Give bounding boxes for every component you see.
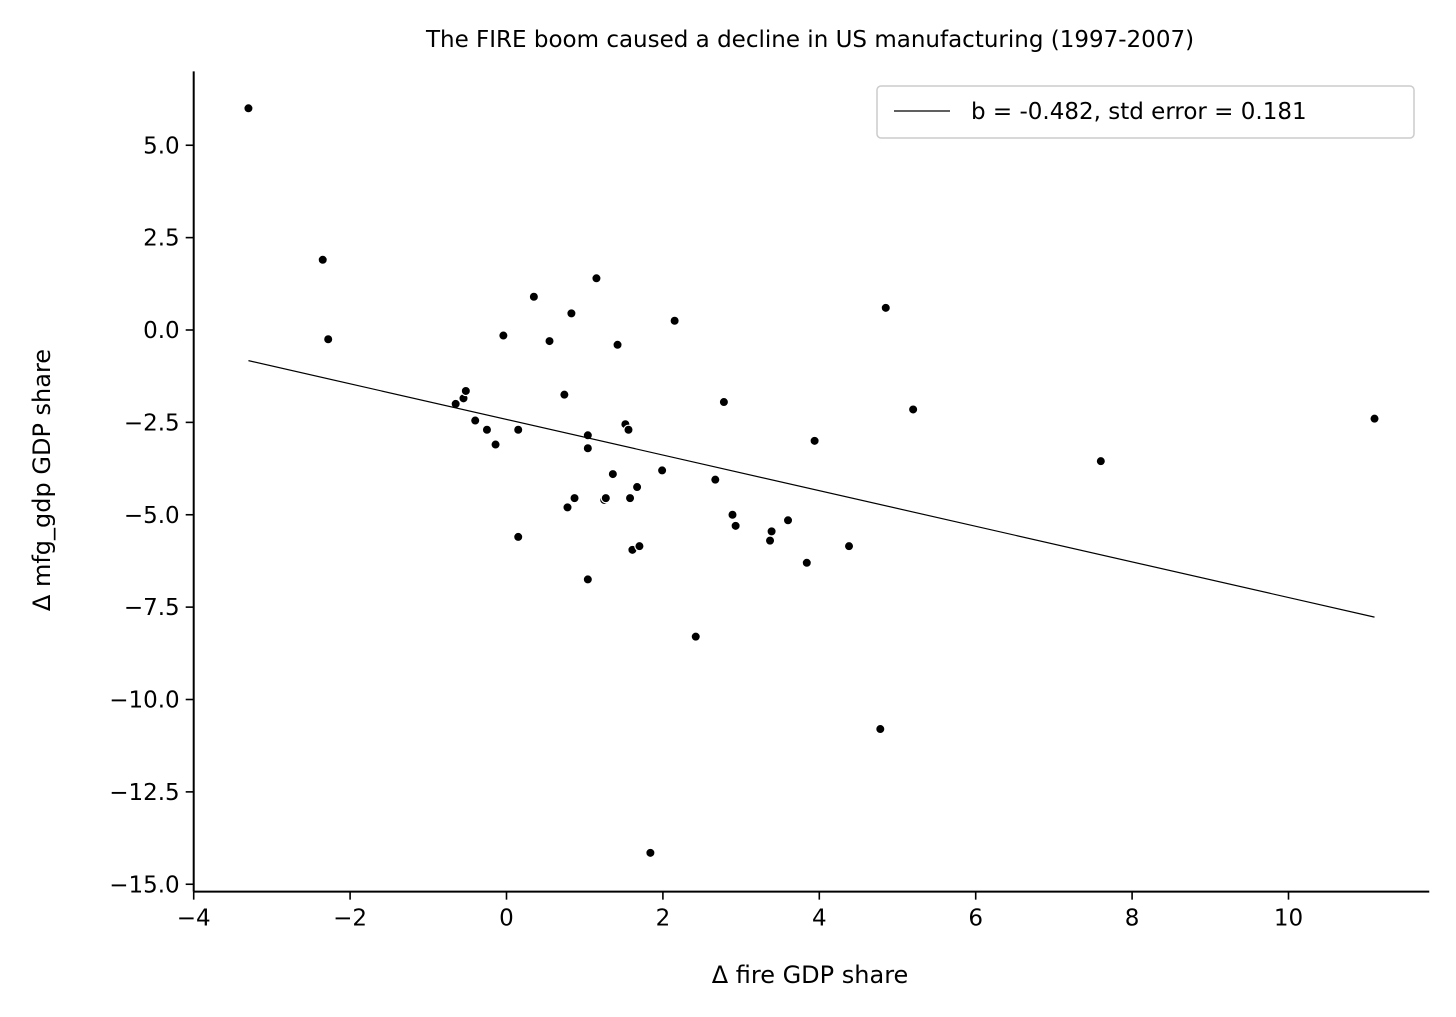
scatter-point <box>323 334 334 345</box>
x-tick-label: 10 <box>1274 906 1303 932</box>
scatter-point <box>710 474 721 485</box>
y-tick-label: −10.0 <box>109 688 179 714</box>
scatter-point <box>559 389 570 400</box>
y-tick-label: 0.0 <box>143 318 180 344</box>
y-tick-label: −7.5 <box>124 595 180 621</box>
scatter-point <box>600 492 612 504</box>
scatter-point <box>470 415 481 426</box>
scatter-point <box>566 308 577 319</box>
data-points <box>243 103 1380 859</box>
scatter-point <box>782 515 794 526</box>
x-tick-label: 4 <box>812 906 827 932</box>
scatter-point <box>624 492 636 504</box>
scatter-point <box>591 273 602 284</box>
regression-line <box>248 360 1375 618</box>
scatter-point <box>582 443 594 454</box>
scatter-point <box>460 385 472 397</box>
scatter-point <box>801 557 812 568</box>
x-tick-label: 0 <box>499 906 514 932</box>
scatter-point <box>730 520 741 532</box>
scatter-point <box>562 502 573 513</box>
scatter-point <box>623 424 634 435</box>
scatter-point <box>718 396 730 408</box>
scatter-point <box>880 302 891 314</box>
scatter-point <box>907 404 919 415</box>
y-tick-label: −5.0 <box>124 503 180 529</box>
scatter-point <box>1369 413 1380 424</box>
legend: b = -0.482, std error = 0.181 <box>876 85 1415 139</box>
scatter-point <box>582 574 594 585</box>
scatter-point <box>690 631 701 642</box>
scatter-point <box>764 535 776 546</box>
scatter-point <box>766 526 777 537</box>
x-tick-label: −2 <box>333 906 367 932</box>
scatter-point <box>631 481 643 493</box>
axes <box>192 71 1430 893</box>
scatter-point <box>450 398 461 410</box>
y-tick-label: −2.5 <box>124 410 180 436</box>
scatter-point <box>612 339 623 350</box>
scatter-point <box>490 439 501 450</box>
y-tick-label: 5.0 <box>143 133 180 159</box>
x-tick-label: 8 <box>1125 906 1140 932</box>
legend-frame <box>876 85 1415 139</box>
scatter-point <box>727 509 738 520</box>
y-axis-ticks: 5.0 2.5 0.0 −2.5 −5.0 −7.5 −10.0 −12.5 −15.0 <box>109 133 194 898</box>
scatter-point <box>498 330 509 341</box>
scatter-point <box>809 435 820 447</box>
y-tick-label: −12.5 <box>109 780 179 806</box>
scatter-point <box>513 531 524 543</box>
scatter-point <box>607 468 619 480</box>
x-tick-label: −4 <box>177 906 211 932</box>
x-tick-label: 2 <box>656 906 671 932</box>
scatter-point <box>875 723 886 735</box>
scatter-point <box>645 847 656 859</box>
y-tick-label: 2.5 <box>143 226 180 252</box>
scatter-point <box>243 103 254 114</box>
scatter-point <box>1095 455 1107 467</box>
y-tick-label: −15.0 <box>109 872 179 898</box>
y-axis-label: Δ mfg_gdp GDP share <box>28 349 56 611</box>
x-tick-label: 6 <box>968 906 983 932</box>
scatter-point <box>843 540 855 552</box>
scatter-point <box>656 465 668 476</box>
scatter-point <box>544 335 555 347</box>
scatter-point <box>481 424 493 435</box>
chart-title: The FIRE boom caused a decline in US man… <box>425 27 1194 53</box>
scatter-point <box>317 254 328 265</box>
scatter-point <box>513 424 524 435</box>
scatter-point <box>528 291 540 302</box>
x-axis-ticks: −4 −2 0 2 4 6 8 10 <box>177 891 1303 932</box>
scatter-point <box>634 540 645 552</box>
scatter-point <box>669 315 680 326</box>
fit-line-group <box>248 360 1375 618</box>
x-axis-label: Δ fire GDP share <box>712 961 909 989</box>
scatter-point <box>569 492 580 504</box>
legend-label: b = -0.482, std error = 0.181 <box>971 99 1307 125</box>
